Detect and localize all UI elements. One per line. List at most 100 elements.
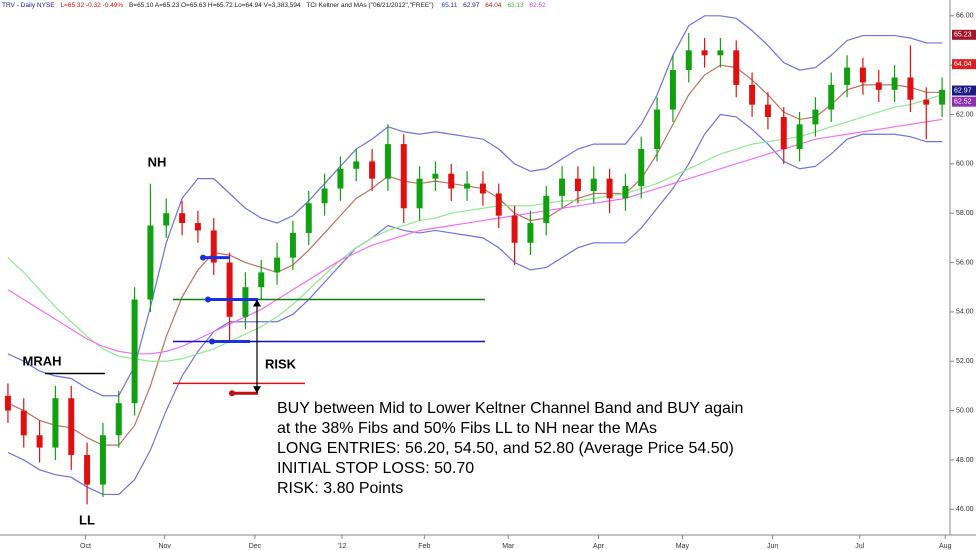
candle-body [384, 144, 391, 179]
x-tick-label: Aug [939, 543, 952, 550]
candle-body [923, 99, 930, 105]
candle-body [179, 213, 186, 224]
candle-body [907, 77, 914, 100]
arrow-head [253, 386, 261, 394]
candle-body [559, 178, 566, 196]
note-line: RISK: 3.80 Points [277, 480, 403, 497]
price-tag [952, 29, 976, 40]
price-tag-label: 62.97 [954, 87, 972, 94]
y-tick-label: 50.00 [956, 407, 974, 414]
y-tick-label: 60.00 [956, 161, 974, 168]
candle-body [939, 89, 946, 105]
y-tick-label: 56.00 [956, 259, 974, 266]
price-tag-label: 62.52 [954, 99, 972, 106]
price-tag [952, 96, 976, 107]
x-tick-label: Feb [418, 543, 430, 550]
y-tick-label: 62.00 [956, 111, 974, 118]
candle-body [796, 124, 803, 150]
entry-dot [200, 254, 206, 261]
candle-body [258, 272, 265, 288]
candle-body [131, 299, 138, 404]
stop-dot [229, 390, 235, 397]
overlay-line [7, 113, 943, 496]
candle-body [416, 178, 423, 209]
candle-body [337, 168, 344, 189]
candle-body [432, 173, 439, 179]
x-tick-label: Oct [80, 543, 91, 550]
x-tick-label: '12 [337, 543, 346, 550]
candle-body [242, 287, 249, 317]
candle-body [495, 193, 502, 216]
candle-body [289, 232, 296, 258]
last: L=65.32 -0.32 -0.49% [60, 2, 123, 9]
plot [4, 15, 946, 505]
candle-body [701, 50, 708, 56]
price-tag-label: 65.23 [954, 32, 972, 39]
nh-label: NH [148, 154, 167, 169]
price-tag [952, 85, 976, 96]
candle-body [638, 149, 645, 187]
note-line: BUY between Mid to Lower Keltner Channel… [277, 400, 743, 417]
candle-body [353, 161, 360, 169]
overlay-line [7, 15, 943, 397]
symbol: TRV - Daily NYSE [2, 2, 55, 9]
ll-label: LL [79, 512, 95, 527]
candle-body [764, 104, 771, 117]
candle-body [36, 435, 43, 448]
candle-body [163, 213, 170, 226]
price-tag [952, 59, 976, 70]
y-tick-label: 48.00 [956, 457, 974, 464]
study-value: 62.52 [529, 2, 546, 9]
candle-body [812, 109, 819, 125]
y-tick-label: 54.00 [956, 309, 974, 316]
candle-body [527, 223, 534, 243]
candle-body [20, 410, 27, 436]
y-tick-label: 58.00 [956, 210, 974, 217]
candle-body [464, 183, 471, 189]
candle-body [749, 84, 756, 105]
y-tick-label: 52.00 [956, 358, 974, 365]
candle-body [52, 398, 59, 448]
x-tick-label: Nov [158, 543, 171, 550]
candle-body [859, 67, 866, 83]
candle-body [68, 398, 75, 455]
x-tick-label: Dec [249, 543, 262, 550]
x-tick-label: Jun [767, 543, 778, 550]
candle-body [305, 203, 312, 233]
candle-body [654, 109, 661, 150]
candle-body [99, 435, 106, 485]
candle-body [590, 178, 597, 191]
price-tag-label: 64.04 [954, 61, 972, 68]
entry-dot [205, 296, 211, 303]
candle-body [875, 82, 882, 90]
candle-body [780, 116, 787, 150]
study-value: 64.04 [485, 2, 502, 9]
candle-body [4, 395, 11, 411]
x-tick-label: Mar [502, 543, 515, 550]
note-line: INITIAL STOP LOSS: 50.70 [277, 460, 474, 477]
candle-body [115, 403, 122, 436]
y-tick-label: 46.00 [956, 506, 974, 513]
candle-body [891, 77, 898, 90]
candle-body [321, 188, 328, 204]
quote: B=65.10 A=65.23 O=65.63 H=65.72 Lo=64.94… [129, 2, 301, 9]
note-line: at the 38% Fibs and 50% Fibs LL to NH ne… [277, 420, 657, 437]
entry-dot [209, 338, 215, 345]
candle-body [479, 183, 486, 194]
mrah-label: MRAH [23, 353, 62, 368]
header: TRV - Daily NYSE L=65.32 -0.32 -0.49% B=… [2, 2, 546, 9]
candle-body [400, 144, 407, 209]
candle-body [448, 173, 455, 189]
x-tick-label: Jul [855, 543, 864, 550]
candle-body [274, 257, 281, 273]
x-tick-label: Apr [593, 543, 605, 550]
candle-body [511, 215, 518, 243]
candle-body [606, 178, 613, 199]
study-value: 62.97 [463, 2, 480, 9]
candle-body [717, 50, 724, 56]
candle-body [574, 178, 581, 191]
candle-body [543, 195, 550, 224]
candle-body [226, 262, 233, 317]
